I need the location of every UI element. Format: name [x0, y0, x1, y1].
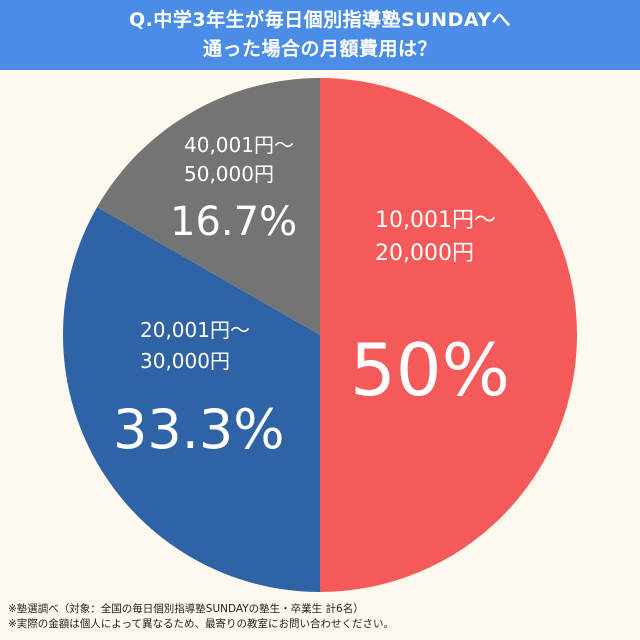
slice-3-category-label-line-2: 50,000円 — [184, 162, 274, 186]
slice-2-category-label-line-2: 30,000円 — [140, 349, 230, 373]
slice-1-category-label-line-2: 20,000円 — [375, 241, 474, 266]
slice-1-category-label-line-1: 10,001円〜 — [375, 208, 496, 233]
footnote-disclaimer: ※実際の金額は個人によって異なるため、最寄りの教室にお問い合わせください。 — [8, 618, 394, 630]
title-bar: Q.中学3年生が毎日個別指導塾SUNDAYへ 通った場合の月額費用は？ — [0, 0, 640, 70]
slice-1-value-label: 50% — [350, 328, 510, 412]
slice-2-category-label-line-1: 20,001円〜 — [140, 318, 250, 342]
footnotes: ※塾選調べ（対象：全国の毎日個別指導塾SUNDAYの塾生・卒業生 計6名） ※実… — [8, 602, 636, 632]
footnote-survey: ※塾選調べ（対象：全国の毎日個別指導塾SUNDAYの塾生・卒業生 計6名） — [8, 603, 364, 615]
pie-chart-area: 10,001円〜 20,000円 50% 20,001円〜 30,000円 33.3% 40… — [0, 70, 640, 600]
pie-slice-1 — [320, 78, 577, 592]
slice-3-category-label-line-1: 40,001円〜 — [184, 133, 294, 157]
slice-2-value-label: 33.3% — [113, 398, 285, 461]
pie-slice-2 — [62, 206, 320, 592]
pie-chart: 10,001円〜 20,000円 50% 20,001円〜 30,000円 33.3% 40… — [62, 78, 577, 592]
pie-slice-3 — [97, 78, 320, 335]
chart-title-line-1: Q.中学3年生が毎日個別指導塾SUNDAYへ — [128, 9, 512, 31]
chart-title-line-2: 通った場合の月額費用は？ — [202, 38, 437, 60]
slice-3-value-label: 16.7% — [170, 199, 297, 245]
